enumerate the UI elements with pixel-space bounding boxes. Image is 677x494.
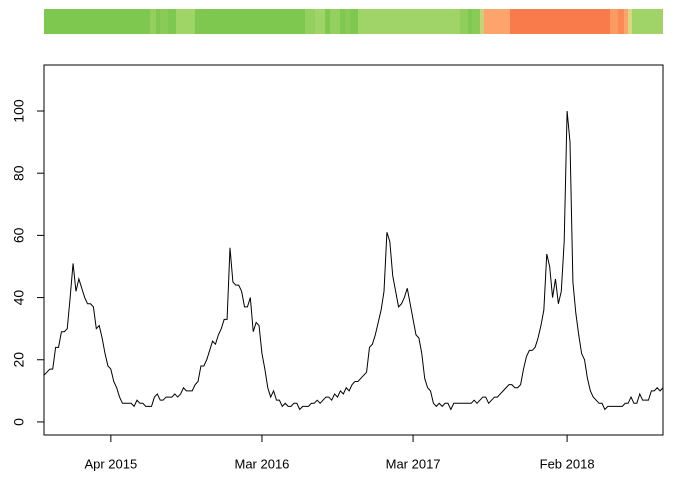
band-segment — [480, 9, 484, 34]
band-segment — [358, 9, 460, 34]
band-segment — [472, 9, 480, 34]
band-segment — [628, 9, 632, 34]
band-segment — [305, 9, 315, 34]
band-segment — [460, 9, 468, 34]
y-tick-label: 80 — [11, 165, 27, 181]
band-segment — [330, 9, 340, 34]
x-tick-label: Apr 2015 — [84, 456, 137, 471]
band-segment — [632, 9, 663, 34]
band-segment — [610, 9, 618, 34]
band-segment — [176, 9, 195, 34]
plot-box — [43, 64, 664, 436]
data-line — [43, 110, 664, 411]
x-tick-label: Feb 2018 — [540, 456, 595, 471]
band-segment — [345, 9, 350, 34]
y-tick-label: 0 — [11, 418, 27, 426]
band-segment — [624, 9, 628, 34]
y-tick-label: 20 — [11, 352, 27, 368]
band-segment — [510, 9, 610, 34]
band-segment — [315, 9, 325, 34]
y-tick-label: 60 — [11, 227, 27, 243]
band-segment — [484, 9, 510, 34]
band-segment — [150, 9, 156, 34]
x-tick-label: Mar 2017 — [386, 456, 441, 471]
color-band — [44, 9, 663, 34]
x-tick-label: Mar 2016 — [234, 456, 289, 471]
band-segment — [160, 9, 168, 34]
y-tick-label: 100 — [11, 99, 27, 123]
y-tick-label: 40 — [11, 290, 27, 306]
band-segment — [618, 9, 624, 34]
